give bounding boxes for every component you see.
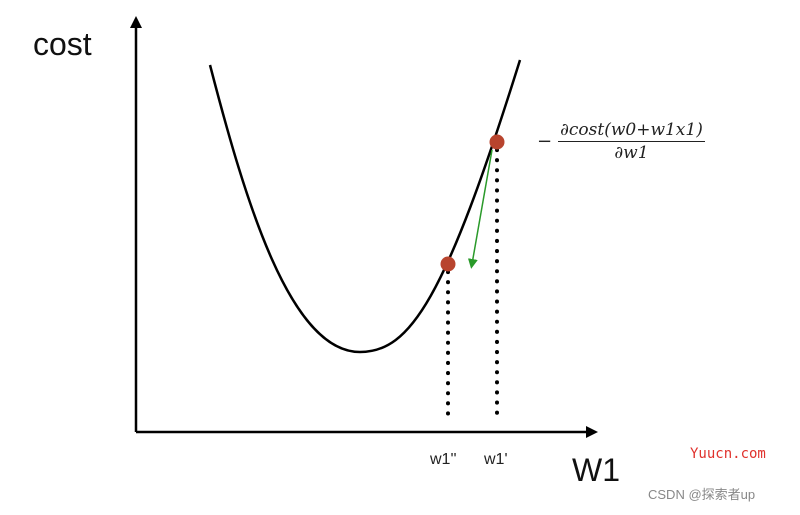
point-w1-updated xyxy=(440,256,456,272)
x-axis-label: W1 xyxy=(572,452,620,488)
gradient-formula: − ∂cost(w0+w1x1) ∂w1 xyxy=(537,120,705,163)
point-w1-current xyxy=(489,134,505,150)
cost-curve xyxy=(208,59,522,354)
formula-fraction: ∂cost(w0+w1x1) ∂w1 xyxy=(558,120,705,163)
gradient-step-arrow xyxy=(467,149,493,269)
csdn-watermark: CSDN @探索者up xyxy=(648,487,756,502)
tick-label-w1-updated: w1'' xyxy=(430,451,457,468)
tick-label-w1-current: w1' xyxy=(484,451,508,468)
site-watermark: Yuucn.com xyxy=(690,446,766,462)
y-axis-label: cost xyxy=(33,26,92,62)
formula-numerator: ∂cost(w0+w1x1) xyxy=(558,120,705,142)
formula-denominator: ∂w1 xyxy=(614,143,649,163)
formula-minus-sign: − xyxy=(537,131,553,152)
